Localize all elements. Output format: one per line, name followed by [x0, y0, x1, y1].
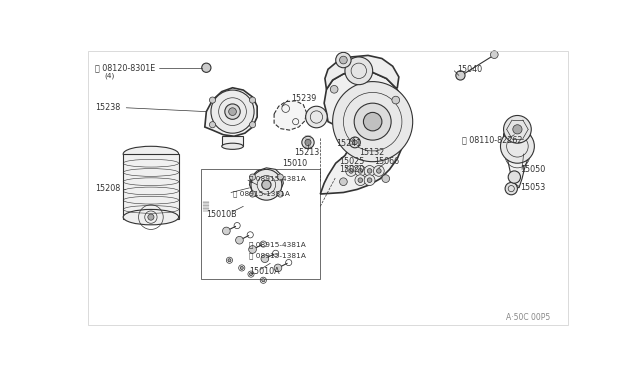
Circle shape: [353, 140, 357, 145]
Polygon shape: [320, 71, 408, 194]
Circle shape: [277, 191, 284, 197]
Circle shape: [345, 57, 372, 85]
Circle shape: [262, 279, 265, 282]
Text: 15053: 15053: [520, 183, 546, 192]
Circle shape: [148, 214, 154, 220]
Circle shape: [274, 264, 282, 272]
Circle shape: [236, 236, 243, 244]
Circle shape: [346, 166, 356, 176]
Circle shape: [209, 122, 216, 128]
Text: 15066: 15066: [374, 157, 399, 166]
Circle shape: [349, 137, 360, 148]
Circle shape: [228, 259, 231, 262]
Text: 15208: 15208: [95, 184, 121, 193]
Circle shape: [504, 115, 531, 143]
Circle shape: [367, 169, 372, 173]
Circle shape: [250, 273, 253, 276]
Circle shape: [250, 97, 255, 103]
Circle shape: [330, 86, 338, 93]
Circle shape: [382, 175, 390, 183]
Circle shape: [277, 174, 284, 180]
Ellipse shape: [123, 146, 179, 162]
Circle shape: [250, 174, 255, 180]
Text: 15132: 15132: [359, 148, 384, 157]
Circle shape: [228, 108, 236, 115]
Circle shape: [340, 178, 348, 186]
Polygon shape: [221, 136, 243, 146]
Polygon shape: [274, 101, 307, 130]
Text: (4): (4): [105, 72, 115, 79]
Circle shape: [249, 246, 257, 253]
Text: Ⓟ 08915-1381A: Ⓟ 08915-1381A: [250, 252, 307, 259]
Text: 15050: 15050: [520, 165, 546, 174]
Polygon shape: [123, 154, 179, 219]
Polygon shape: [250, 168, 284, 199]
Circle shape: [392, 96, 399, 104]
Text: 15238: 15238: [95, 103, 121, 112]
Circle shape: [500, 129, 534, 163]
Circle shape: [373, 166, 384, 176]
Circle shape: [209, 97, 216, 103]
Circle shape: [340, 56, 348, 64]
Ellipse shape: [123, 209, 179, 225]
Circle shape: [349, 169, 353, 173]
Circle shape: [336, 52, 351, 68]
Circle shape: [240, 266, 243, 269]
Text: Ⓑ 08110-82262: Ⓑ 08110-82262: [462, 136, 522, 145]
Polygon shape: [325, 55, 399, 89]
Circle shape: [354, 103, 391, 140]
Circle shape: [513, 125, 522, 134]
Circle shape: [202, 63, 211, 73]
Text: A·50C 00P5: A·50C 00P5: [506, 313, 550, 322]
Text: 15010B: 15010B: [206, 209, 237, 218]
Circle shape: [223, 227, 230, 235]
Text: 15020: 15020: [339, 165, 364, 174]
Circle shape: [358, 178, 363, 183]
Circle shape: [508, 171, 520, 183]
Circle shape: [302, 136, 314, 148]
Text: Ⓥ 08915-1381A: Ⓥ 08915-1381A: [232, 191, 289, 197]
Text: Ⓟ 08915-4381A: Ⓟ 08915-4381A: [250, 241, 306, 248]
Text: 15239: 15239: [291, 94, 316, 103]
Circle shape: [251, 169, 282, 200]
Circle shape: [358, 169, 363, 173]
Circle shape: [306, 106, 327, 128]
Text: 15241: 15241: [336, 139, 361, 148]
Text: Ⓟ 08915-4381A: Ⓟ 08915-4381A: [250, 175, 306, 182]
Circle shape: [333, 81, 413, 162]
Circle shape: [225, 104, 240, 119]
Circle shape: [305, 140, 311, 145]
Circle shape: [364, 166, 375, 176]
Text: Ⓑ 08120-8301E: Ⓑ 08120-8301E: [95, 63, 156, 72]
Text: 15213: 15213: [294, 148, 319, 157]
Circle shape: [261, 255, 269, 263]
Ellipse shape: [221, 143, 243, 150]
Circle shape: [456, 71, 465, 80]
Circle shape: [262, 180, 271, 189]
Circle shape: [355, 175, 365, 186]
Circle shape: [490, 51, 498, 58]
Circle shape: [211, 90, 254, 133]
Circle shape: [505, 183, 517, 195]
Polygon shape: [504, 122, 531, 188]
Circle shape: [364, 112, 382, 131]
Text: 15010A: 15010A: [250, 266, 280, 276]
Circle shape: [367, 178, 372, 183]
Text: 15040: 15040: [458, 65, 483, 74]
Circle shape: [376, 169, 381, 173]
Circle shape: [250, 122, 255, 128]
Text: 15010: 15010: [282, 159, 307, 168]
Circle shape: [250, 191, 255, 197]
Polygon shape: [205, 88, 257, 136]
Circle shape: [355, 166, 365, 176]
Circle shape: [364, 175, 375, 186]
Text: 15025: 15025: [339, 157, 364, 166]
